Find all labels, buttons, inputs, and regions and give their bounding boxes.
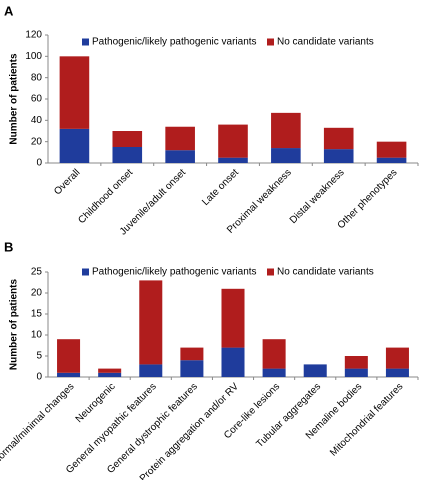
bar-segment: [323, 127, 354, 150]
bar-segment: [262, 368, 286, 377]
bar-segment: [139, 364, 163, 377]
x-tick-label: Late onset: [200, 167, 241, 208]
bar-segment: [59, 128, 90, 163]
bar-segment: [271, 148, 301, 163]
y-tick-label: 20: [31, 136, 43, 147]
legend-swatch: [267, 38, 274, 46]
y-tick-label: 0: [36, 158, 42, 169]
bar-segment: [218, 124, 248, 158]
y-tick-label: 0: [36, 372, 42, 383]
bar-segment: [262, 339, 286, 369]
legend-swatch: [82, 268, 89, 276]
y-tick-label: 80: [31, 72, 43, 83]
legend-swatch: [267, 268, 274, 276]
bar-segment: [385, 347, 409, 369]
y-tick-label: 60: [31, 94, 43, 105]
y-axis-label: Number of patients: [9, 279, 20, 371]
y-tick-label: 40: [31, 115, 43, 126]
bar-segment: [57, 372, 81, 377]
legend-label: Pathogenic/likely pathogenic variants: [92, 267, 257, 278]
bar-segment: [376, 141, 407, 158]
x-tick-label: Childhood onset: [76, 167, 135, 226]
bar-segment: [344, 356, 368, 369]
bar-segment: [180, 347, 204, 361]
bar-segment: [98, 372, 122, 377]
x-tick-label: Mitochondrial features: [328, 381, 405, 458]
bar-segment: [344, 368, 368, 377]
y-tick-label: 10: [31, 330, 43, 341]
legend-label: No candidate variants: [277, 37, 374, 48]
legend-label: Pathogenic/likely pathogenic variants: [92, 37, 257, 48]
y-tick-label: 20: [31, 288, 43, 299]
x-tick-label: Neurogenic: [74, 381, 118, 425]
bar-segment: [180, 360, 204, 377]
bar-segment: [139, 280, 163, 365]
bar-segment: [59, 56, 90, 129]
x-tick-label: Distal weakness: [288, 167, 347, 226]
bar-segment: [218, 157, 248, 163]
bar-segment: [221, 288, 245, 348]
bar-segment: [221, 347, 245, 377]
legend-label: No candidate variants: [277, 267, 374, 278]
legend-swatch: [82, 38, 89, 46]
x-tick-label: Overall: [52, 167, 82, 197]
y-tick-label: 5: [36, 351, 42, 362]
y-tick-label: 25: [31, 267, 43, 278]
bar-segment: [165, 126, 195, 151]
x-tick-label: Normal/minimal changes: [0, 381, 77, 467]
x-tick-label: Other phenotypes: [336, 167, 400, 231]
bar-segment: [112, 147, 143, 163]
panel-label: B: [4, 239, 13, 254]
panel-label: A: [4, 3, 14, 18]
y-tick-label: 100: [25, 51, 42, 62]
bar-segment: [112, 131, 143, 147]
y-axis-label: Number of patients: [9, 53, 20, 145]
bar-segment: [271, 112, 301, 149]
bar-segment: [165, 150, 195, 163]
y-tick-label: 15: [31, 309, 43, 320]
y-tick-label: 120: [25, 30, 42, 41]
bar-segment: [323, 149, 354, 163]
bar-segment: [303, 364, 327, 377]
bar-segment: [385, 368, 409, 377]
bar-segment: [376, 157, 407, 163]
bar-segment: [98, 368, 122, 373]
bar-segment: [57, 339, 81, 373]
